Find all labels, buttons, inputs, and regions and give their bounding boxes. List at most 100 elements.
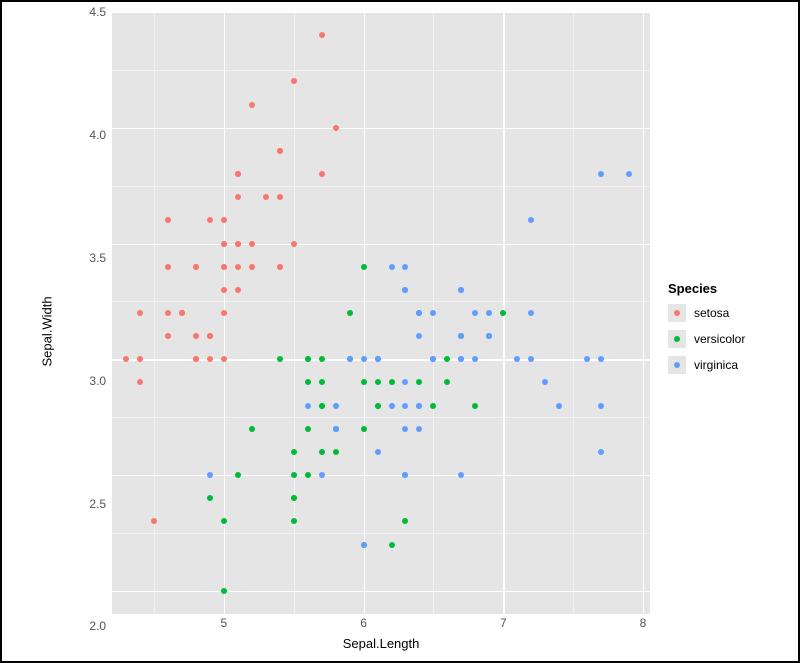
scatter-point — [416, 333, 422, 339]
scatter-point — [556, 403, 562, 409]
chart-frame: Sepal.Width 2.02.53.03.54.04.5 5678 Sepa… — [0, 0, 800, 663]
scatter-point — [319, 472, 325, 478]
scatter-point — [249, 426, 255, 432]
scatter-point — [221, 287, 227, 293]
chart-column: Sepal.Width 2.02.53.03.54.04.5 5678 Sepa… — [12, 12, 650, 651]
plot-wrap: 5678 Sepal.Length — [112, 12, 650, 651]
scatter-point — [305, 403, 311, 409]
scatter-point — [179, 310, 185, 316]
scatter-point — [165, 217, 171, 223]
scatter-point — [221, 356, 227, 362]
scatter-point — [319, 379, 325, 385]
scatter-point — [361, 379, 367, 385]
scatter-point — [389, 379, 395, 385]
scatter-point — [598, 356, 604, 362]
scatter-point — [319, 356, 325, 362]
scatter-point — [305, 472, 311, 478]
gridline-major-v — [364, 12, 365, 614]
scatter-point — [486, 333, 492, 339]
scatter-point — [207, 356, 213, 362]
scatter-point — [319, 403, 325, 409]
chart-row: Sepal.Width 2.02.53.03.54.04.5 5678 Sepa… — [12, 12, 650, 651]
scatter-point — [137, 310, 143, 316]
legend-key — [668, 330, 686, 348]
legend-label: virginica — [694, 358, 738, 372]
scatter-point — [472, 403, 478, 409]
scatter-point — [235, 241, 241, 247]
gridline-minor-h — [112, 417, 650, 418]
scatter-point — [277, 356, 283, 362]
scatter-point — [444, 379, 450, 385]
scatter-point — [402, 403, 408, 409]
gridline-major-h — [112, 591, 650, 592]
y-tick-label: 3.5 — [89, 251, 106, 265]
legend-title: Species — [668, 281, 788, 296]
legend-key — [668, 356, 686, 374]
scatter-point — [319, 449, 325, 455]
scatter-point — [430, 356, 436, 362]
scatter-point — [291, 241, 297, 247]
scatter-point — [333, 449, 339, 455]
x-axis-title: Sepal.Length — [112, 632, 650, 651]
scatter-point — [389, 403, 395, 409]
scatter-point — [235, 472, 241, 478]
scatter-point — [207, 495, 213, 501]
y-axis-title: Sepal.Width — [12, 12, 82, 651]
scatter-point — [361, 426, 367, 432]
scatter-point — [193, 264, 199, 270]
scatter-point — [277, 148, 283, 154]
scatter-point — [430, 310, 436, 316]
scatter-point — [402, 379, 408, 385]
scatter-point — [458, 333, 464, 339]
legend-dot-icon — [674, 310, 680, 316]
scatter-point — [458, 472, 464, 478]
scatter-point — [263, 194, 269, 200]
scatter-point — [375, 356, 381, 362]
scatter-point — [347, 356, 353, 362]
y-tick-label: 4.5 — [89, 5, 106, 19]
scatter-point — [402, 287, 408, 293]
x-axis-ticks: 5678 — [112, 614, 650, 632]
scatter-point — [347, 310, 353, 316]
scatter-point — [207, 472, 213, 478]
scatter-point — [402, 264, 408, 270]
scatter-point — [430, 403, 436, 409]
plot-area — [112, 12, 650, 614]
scatter-point — [305, 379, 311, 385]
y-tick-label: 2.0 — [89, 619, 106, 633]
gridline-minor-h — [112, 70, 650, 71]
scatter-point — [249, 241, 255, 247]
y-axis-label: Sepal.Width — [40, 296, 55, 366]
scatter-point — [235, 194, 241, 200]
scatter-point — [305, 426, 311, 432]
scatter-point — [221, 588, 227, 594]
scatter-point — [305, 356, 311, 362]
scatter-point — [598, 403, 604, 409]
scatter-point — [584, 356, 590, 362]
scatter-point — [375, 379, 381, 385]
scatter-point — [137, 356, 143, 362]
scatter-point — [361, 264, 367, 270]
legend-item: virginica — [668, 356, 788, 374]
scatter-point — [291, 449, 297, 455]
gridline-major-h — [112, 244, 650, 245]
x-axis-label: Sepal.Length — [343, 636, 420, 651]
scatter-point — [514, 356, 520, 362]
scatter-point — [221, 518, 227, 524]
scatter-point — [458, 356, 464, 362]
scatter-point — [375, 403, 381, 409]
y-tick-label: 4.0 — [89, 128, 106, 142]
gridline-minor-h — [112, 301, 650, 302]
scatter-point — [416, 403, 422, 409]
scatter-point — [221, 217, 227, 223]
scatter-point — [235, 264, 241, 270]
scatter-point — [319, 171, 325, 177]
scatter-point — [402, 518, 408, 524]
scatter-point — [361, 356, 367, 362]
scatter-point — [165, 333, 171, 339]
legend-dot-icon — [674, 336, 680, 342]
scatter-point — [151, 518, 157, 524]
scatter-point — [458, 287, 464, 293]
scatter-point — [598, 449, 604, 455]
legend-item: setosa — [668, 304, 788, 322]
